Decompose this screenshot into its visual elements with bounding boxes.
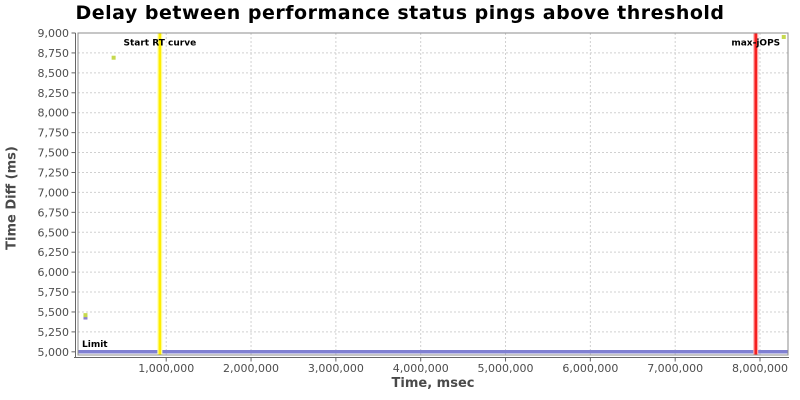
data-point — [781, 34, 786, 39]
y-tick-label: 7,250 — [38, 166, 70, 179]
y-tick-label: 5,750 — [38, 286, 70, 299]
limit-label: Limit — [82, 340, 108, 350]
plot-background — [78, 33, 788, 355]
x-tick-label: 3,000,000 — [308, 362, 364, 375]
plot-border — [77, 32, 789, 356]
y-tick-label: 7,500 — [38, 147, 70, 160]
x-tick-label: 5,000,000 — [478, 362, 534, 375]
y-tick-label: 6,250 — [38, 246, 70, 259]
x-tick-label: 8,000,000 — [732, 362, 788, 375]
y-axis-title: Time Diff (ms) — [4, 146, 20, 250]
marker-line-label: max-jOPS — [731, 39, 780, 49]
y-tick-label: 5,500 — [38, 306, 70, 319]
y-tick-label: 8,250 — [38, 87, 70, 100]
y-tick-label: 8,500 — [38, 67, 70, 80]
y-tick-label: 6,000 — [38, 266, 70, 279]
x-tick-label: 6,000,000 — [562, 362, 618, 375]
y-tick-label: 7,750 — [38, 127, 70, 140]
x-tick-label: 7,000,000 — [647, 362, 703, 375]
x-tick-label: 4,000,000 — [393, 362, 449, 375]
data-point — [111, 55, 116, 60]
y-tick-label: 5,000 — [38, 346, 70, 359]
y-tick-label: 7,000 — [38, 186, 70, 199]
y-tick-label: 6,500 — [38, 226, 70, 239]
x-tick-label: 1,000,000 — [138, 362, 194, 375]
y-tick-label: 9,000 — [38, 27, 70, 40]
marker-line-label: Start RT curve — [124, 39, 197, 49]
x-axis-title: Time, msec — [391, 376, 475, 391]
y-tick-label: 5,250 — [38, 326, 70, 339]
x-tick-label: 2,000,000 — [223, 362, 279, 375]
data-point — [83, 313, 88, 318]
y-tick-label: 6,750 — [38, 206, 70, 219]
data-point — [83, 315, 88, 320]
y-tick-label: 8,750 — [38, 47, 70, 60]
chart-title: Delay between performance status pings a… — [75, 2, 725, 24]
y-tick-label: 8,000 — [38, 107, 70, 120]
